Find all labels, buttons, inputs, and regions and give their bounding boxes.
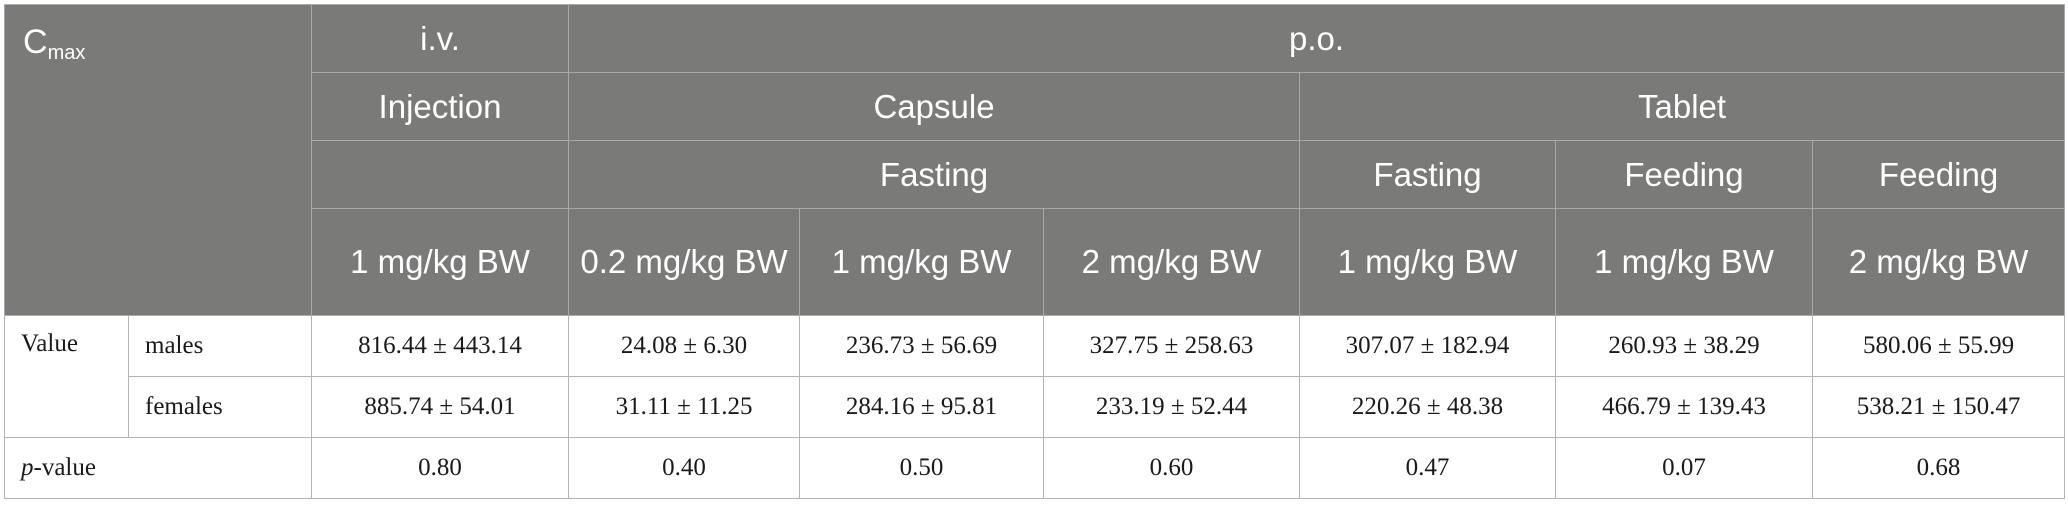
table-cell: 0.80 xyxy=(311,437,570,499)
table-cell: 24.08 ± 6.30 xyxy=(568,315,801,377)
iv-header: i.v. xyxy=(311,4,570,73)
po-header: p.o. xyxy=(568,4,2066,73)
dose-header: 2 mg/kg BW xyxy=(1812,208,2066,316)
table-cell: 580.06 ± 55.99 xyxy=(1812,315,2066,377)
dose-header: 0.2 mg/kg BW xyxy=(568,208,801,316)
table-cell: 31.11 ± 11.25 xyxy=(568,376,801,438)
table-cell: 0.40 xyxy=(568,437,801,499)
table-cell: 538.21 ± 150.47 xyxy=(1812,376,2066,438)
table-cell: 220.26 ± 48.38 xyxy=(1299,376,1557,438)
cmax-corner-header: Cmax xyxy=(3,4,313,316)
injection-condition-empty xyxy=(311,140,570,209)
tablet-feeding-header-1: Feeding xyxy=(1555,140,1814,209)
dose-header: 1 mg/kg BW xyxy=(799,208,1045,316)
table-cell: 233.19 ± 52.44 xyxy=(1043,376,1301,438)
table-cell: 260.93 ± 38.29 xyxy=(1555,315,1814,377)
dose-header: 1 mg/kg BW xyxy=(1299,208,1557,316)
table-cell: 236.73 ± 56.69 xyxy=(799,315,1045,377)
females-label: females xyxy=(127,376,313,438)
table-cell: 0.47 xyxy=(1299,437,1557,499)
table-row-pvalue: p-value 0.80 0.40 0.50 0.60 0.47 0.07 0.… xyxy=(3,437,2066,499)
table-cell: 0.60 xyxy=(1043,437,1301,499)
value-label: Value xyxy=(4,315,129,438)
table-row-males: Value males 816.44 ± 443.14 24.08 ± 6.30… xyxy=(4,315,2066,438)
table-cell: 307.07 ± 182.94 xyxy=(1299,315,1557,377)
pvalue-italic-p: p xyxy=(21,454,34,481)
table-cell: 816.44 ± 443.14 xyxy=(311,315,570,377)
pvalue-suffix: -value xyxy=(33,454,96,481)
table-cell: 284.16 ± 95.81 xyxy=(799,376,1045,438)
dose-header: 1 mg/kg BW xyxy=(1555,208,1814,316)
capsule-header: Capsule xyxy=(568,72,1301,141)
tablet-header: Tablet xyxy=(1299,72,2066,141)
table-cell: 885.74 ± 54.01 xyxy=(311,376,570,438)
cmax-subscript: max xyxy=(47,42,86,64)
cmax-table: Cmax i.v. p.o. Injection Capsule Tablet … xyxy=(3,4,2066,499)
tablet-fasting-header: Fasting xyxy=(1299,140,1557,209)
pvalue-label: p-value xyxy=(3,437,313,499)
table-cell: 327.75 ± 258.63 xyxy=(1043,315,1301,377)
table-cell: 0.50 xyxy=(799,437,1045,499)
cmax-symbol: C xyxy=(23,23,48,61)
dose-header: 1 mg/kg BW xyxy=(311,208,570,316)
table-cell: 466.79 ± 139.43 xyxy=(1555,376,1814,438)
tablet-feeding-header-2: Feeding xyxy=(1812,140,2066,209)
males-label: males xyxy=(127,315,313,377)
table-row-females: females 885.74 ± 54.01 31.11 ± 11.25 284… xyxy=(5,376,2066,438)
injection-header: Injection xyxy=(311,72,570,141)
capsule-fasting-header: Fasting xyxy=(568,140,1301,209)
table-cell: 0.68 xyxy=(1812,437,2066,499)
dose-header: 2 mg/kg BW xyxy=(1043,208,1301,316)
table-cell: 0.07 xyxy=(1555,437,1814,499)
